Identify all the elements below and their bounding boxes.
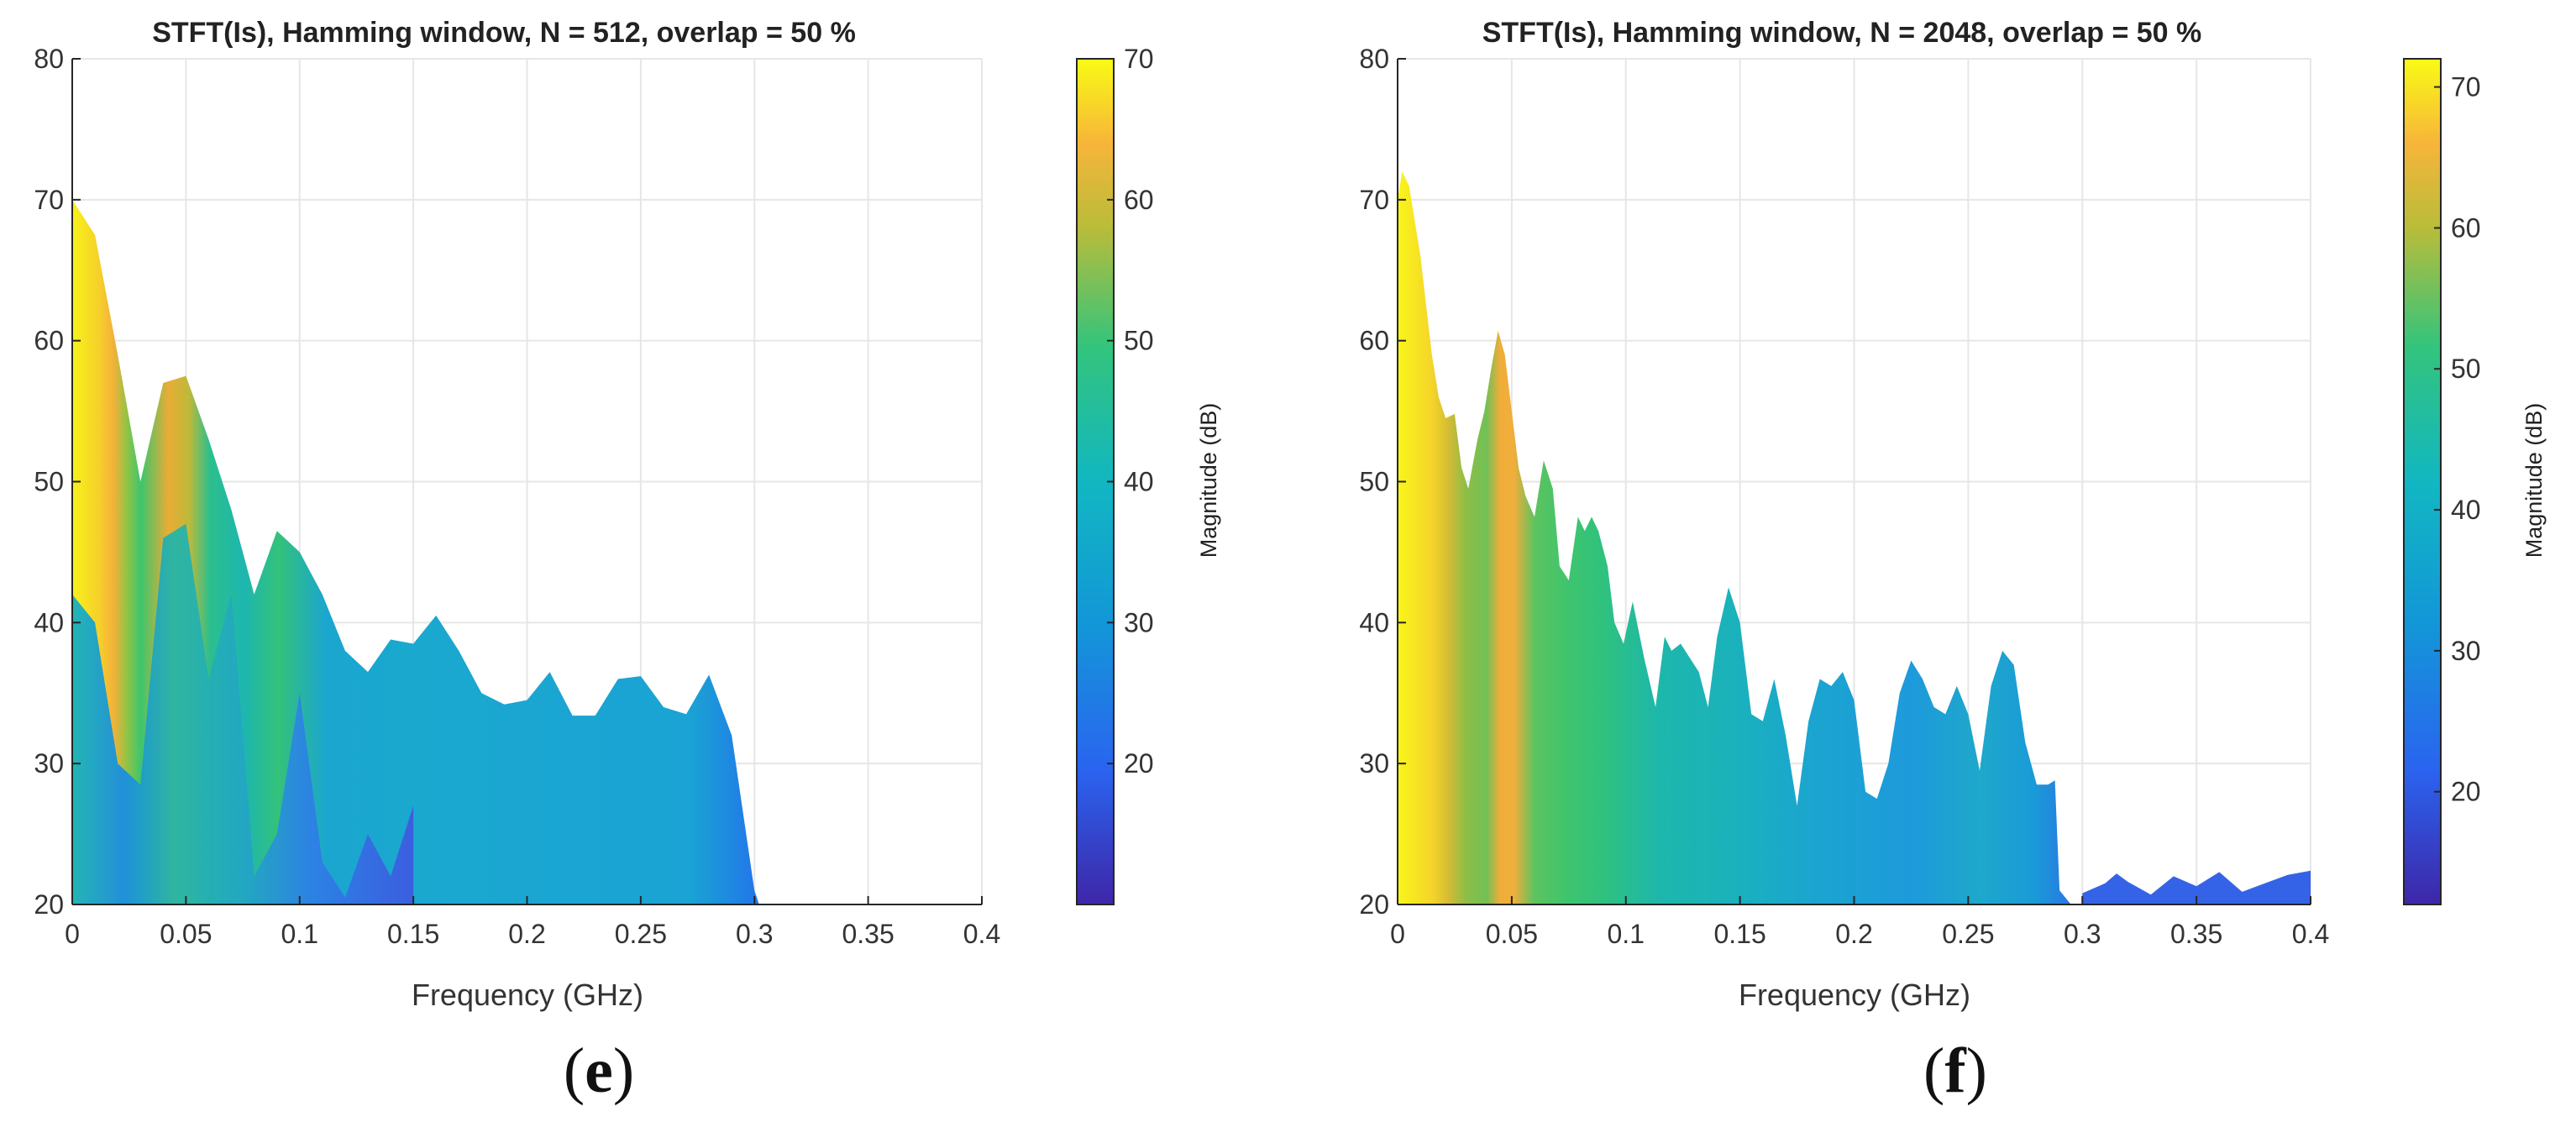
y-tick-label: 60: [34, 326, 64, 356]
caption-close-paren: ): [612, 1035, 635, 1106]
colorbar-tick-label: 60: [2451, 212, 2481, 243]
x-tick-label: 0.1: [281, 919, 318, 949]
x-tick-label: 0.3: [2064, 919, 2101, 949]
caption-close-paren: ): [1965, 1035, 1987, 1106]
colorbar: 20 30 40 50 60 70: [1076, 44, 1154, 905]
colorbar-label: Magnitude (dB): [1196, 403, 1221, 558]
x-tick-label: 0.05: [1486, 919, 1538, 949]
y-tick-label: 70: [1359, 185, 1389, 215]
colorbar-label: Magnitude (dB): [2521, 403, 2547, 558]
x-tick-label: 0.35: [842, 919, 894, 949]
x-tick-label: 0.25: [1942, 919, 1994, 949]
plot-area: [1398, 171, 2311, 904]
x-axis-label: Frequency (GHz): [412, 978, 643, 1012]
caption-open-paren: (: [563, 1035, 585, 1106]
colorbar-gradient: [2403, 58, 2442, 905]
series-area-lower: [72, 523, 414, 904]
colorbar-tick-label: 50: [1124, 326, 1154, 356]
caption-letter: f: [1944, 1035, 1966, 1106]
x-tick-label: 0.35: [2170, 919, 2222, 949]
x-tick-label: 0.05: [160, 919, 212, 949]
x-tick-label: 0.1: [1608, 919, 1645, 949]
x-tick-label: 0: [65, 919, 80, 949]
x-tick-label: 0.4: [963, 919, 1000, 949]
colorbar-tick-label: 50: [2451, 354, 2481, 384]
colorbar-tick-label: 30: [2451, 636, 2481, 666]
x-tick-label: 0.15: [1713, 919, 1765, 949]
x-tick-label: 0.25: [615, 919, 667, 949]
plot-axes: 0 0.05 0.1 0.15 0.2 0.25 0.3 0.35 0.4 20 30 40 50 60 7…: [1359, 44, 2329, 949]
plot-axes: 0 0.05 0.1 0.15 0.2 0.25 0.3 0.35 0.4 20 30 40 50 60 7…: [34, 44, 1000, 949]
colorbar-tick-label: 30: [1124, 607, 1154, 637]
y-tick-label: 80: [1359, 44, 1389, 74]
y-tick-label: 30: [1359, 748, 1389, 779]
caption-letter: e: [585, 1035, 613, 1106]
x-axis-label: Frequency (GHz): [1739, 978, 1970, 1012]
chart-title: STFT(Is), Hamming window, N = 2048, over…: [1482, 17, 2202, 49]
colorbar-tick-label: 70: [2451, 72, 2481, 102]
colorbar-tick-label: 70: [1124, 44, 1154, 74]
colorbar-tick-label: 40: [1124, 467, 1154, 497]
y-tick-label: 50: [34, 467, 64, 497]
series-area-upper: [72, 199, 759, 904]
series-area-lower: [2082, 870, 2311, 904]
y-tick-label: 40: [34, 607, 64, 637]
y-tick-label: 70: [34, 185, 64, 215]
colorbar-tick-label: 40: [2451, 495, 2481, 525]
colorbar: 20 30 40 50 60 70: [2403, 58, 2481, 905]
y-tick-label: 40: [1359, 607, 1389, 637]
x-tick-label: 0.2: [508, 919, 545, 949]
y-tick-label: 20: [1359, 889, 1389, 920]
x-tick-label: 0.3: [736, 919, 773, 949]
colorbar-tick-label: 20: [1124, 748, 1154, 779]
y-tick-label: 30: [34, 748, 64, 779]
x-tick-label: 0.15: [387, 919, 439, 949]
chart-panel-e: 0 0.05 0.1 0.15 0.2 0.25 0.3 0.35 0.4 20 30 40 50 60 7…: [34, 17, 1221, 1012]
colorbar-tick-label: 60: [1124, 185, 1154, 215]
y-tick-label: 50: [1359, 467, 1389, 497]
y-tick-label: 80: [34, 44, 64, 74]
caption-open-paren: (: [1923, 1035, 1945, 1106]
chart-title: STFT(Is), Hamming window, N = 512, overl…: [152, 17, 856, 49]
x-tick-label: 0: [1390, 919, 1405, 949]
caption-f: (f): [1871, 1035, 2039, 1108]
y-tick-label: 20: [34, 889, 64, 920]
chart-panel-f: 0 0.05 0.1 0.15 0.2 0.25 0.3 0.35 0.4 20 30 40 50 60 7…: [1359, 17, 2547, 1012]
x-tick-label: 0.2: [1835, 919, 1872, 949]
y-tick-label: 60: [1359, 326, 1389, 356]
colorbar-tick-label: 20: [2451, 777, 2481, 807]
plot-area: [72, 199, 759, 904]
caption-e: (e): [515, 1035, 683, 1108]
x-tick-label: 0.4: [2292, 919, 2329, 949]
series-area-upper: [1398, 171, 2083, 904]
